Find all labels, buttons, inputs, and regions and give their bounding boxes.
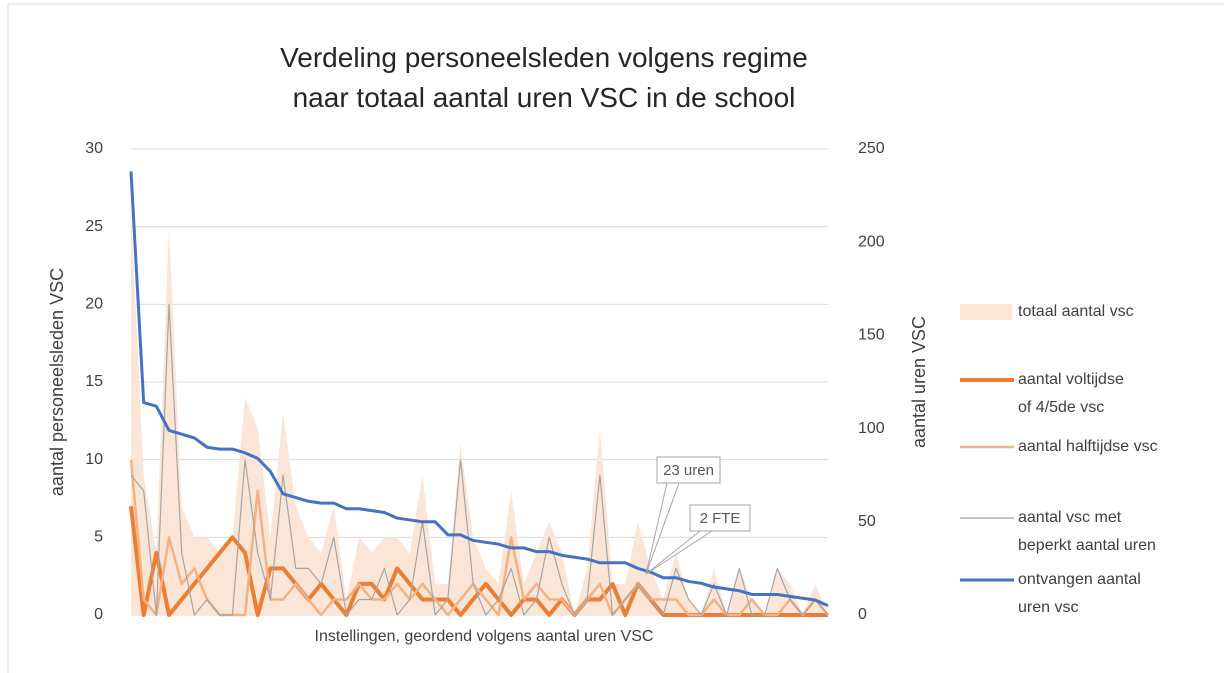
y-axis-label: aantal personeelsleden VSC — [47, 268, 67, 496]
y-tick-label: 20 — [85, 296, 103, 313]
y2-axis-label: aantal uren VSC — [909, 316, 929, 448]
line — [129, 459, 829, 617]
y2-tick-label: 250 — [858, 140, 885, 157]
y2-tick-label: 0 — [858, 606, 867, 623]
legend-label: totaal aantal vsc — [1018, 303, 1134, 320]
legend-swatch — [960, 304, 1012, 320]
annotation: 2 FTE — [700, 510, 741, 527]
legend-label: aantal voltijdse of 4/5de vsc — [1018, 371, 1124, 416]
y-tick-label: 15 — [85, 373, 103, 390]
y-tick-label: 0 — [94, 606, 103, 623]
y-tick-label: 10 — [85, 451, 103, 468]
area — [131, 211, 828, 615]
y-tick-label: 30 — [85, 140, 103, 157]
y2-tick-label: 150 — [858, 327, 885, 344]
y2-tick-label: 50 — [858, 513, 876, 530]
y2-tick-label: 200 — [858, 233, 885, 250]
legend-label: aantal halftijdse vsc — [1018, 438, 1158, 455]
annotation: 23 uren — [663, 462, 714, 479]
chart-border — [7, 3, 1224, 673]
y-tick-label: 25 — [85, 218, 103, 235]
chart-title: Verdeling personeelsleden volgens regime… — [280, 42, 808, 113]
line — [130, 303, 829, 616]
x-axis-label: Instellingen, geordend volgens aantal ur… — [315, 628, 654, 645]
y2-tick-label: 100 — [858, 420, 885, 437]
y-tick-label: 5 — [94, 529, 103, 546]
callout-box — [656, 456, 721, 484]
legend-label: aantal vsc met beperkt aantal uren — [1018, 509, 1156, 554]
line — [129, 171, 829, 608]
callout-box — [689, 504, 751, 532]
legend-label: ontvangen aantal uren vsc — [1018, 571, 1141, 616]
